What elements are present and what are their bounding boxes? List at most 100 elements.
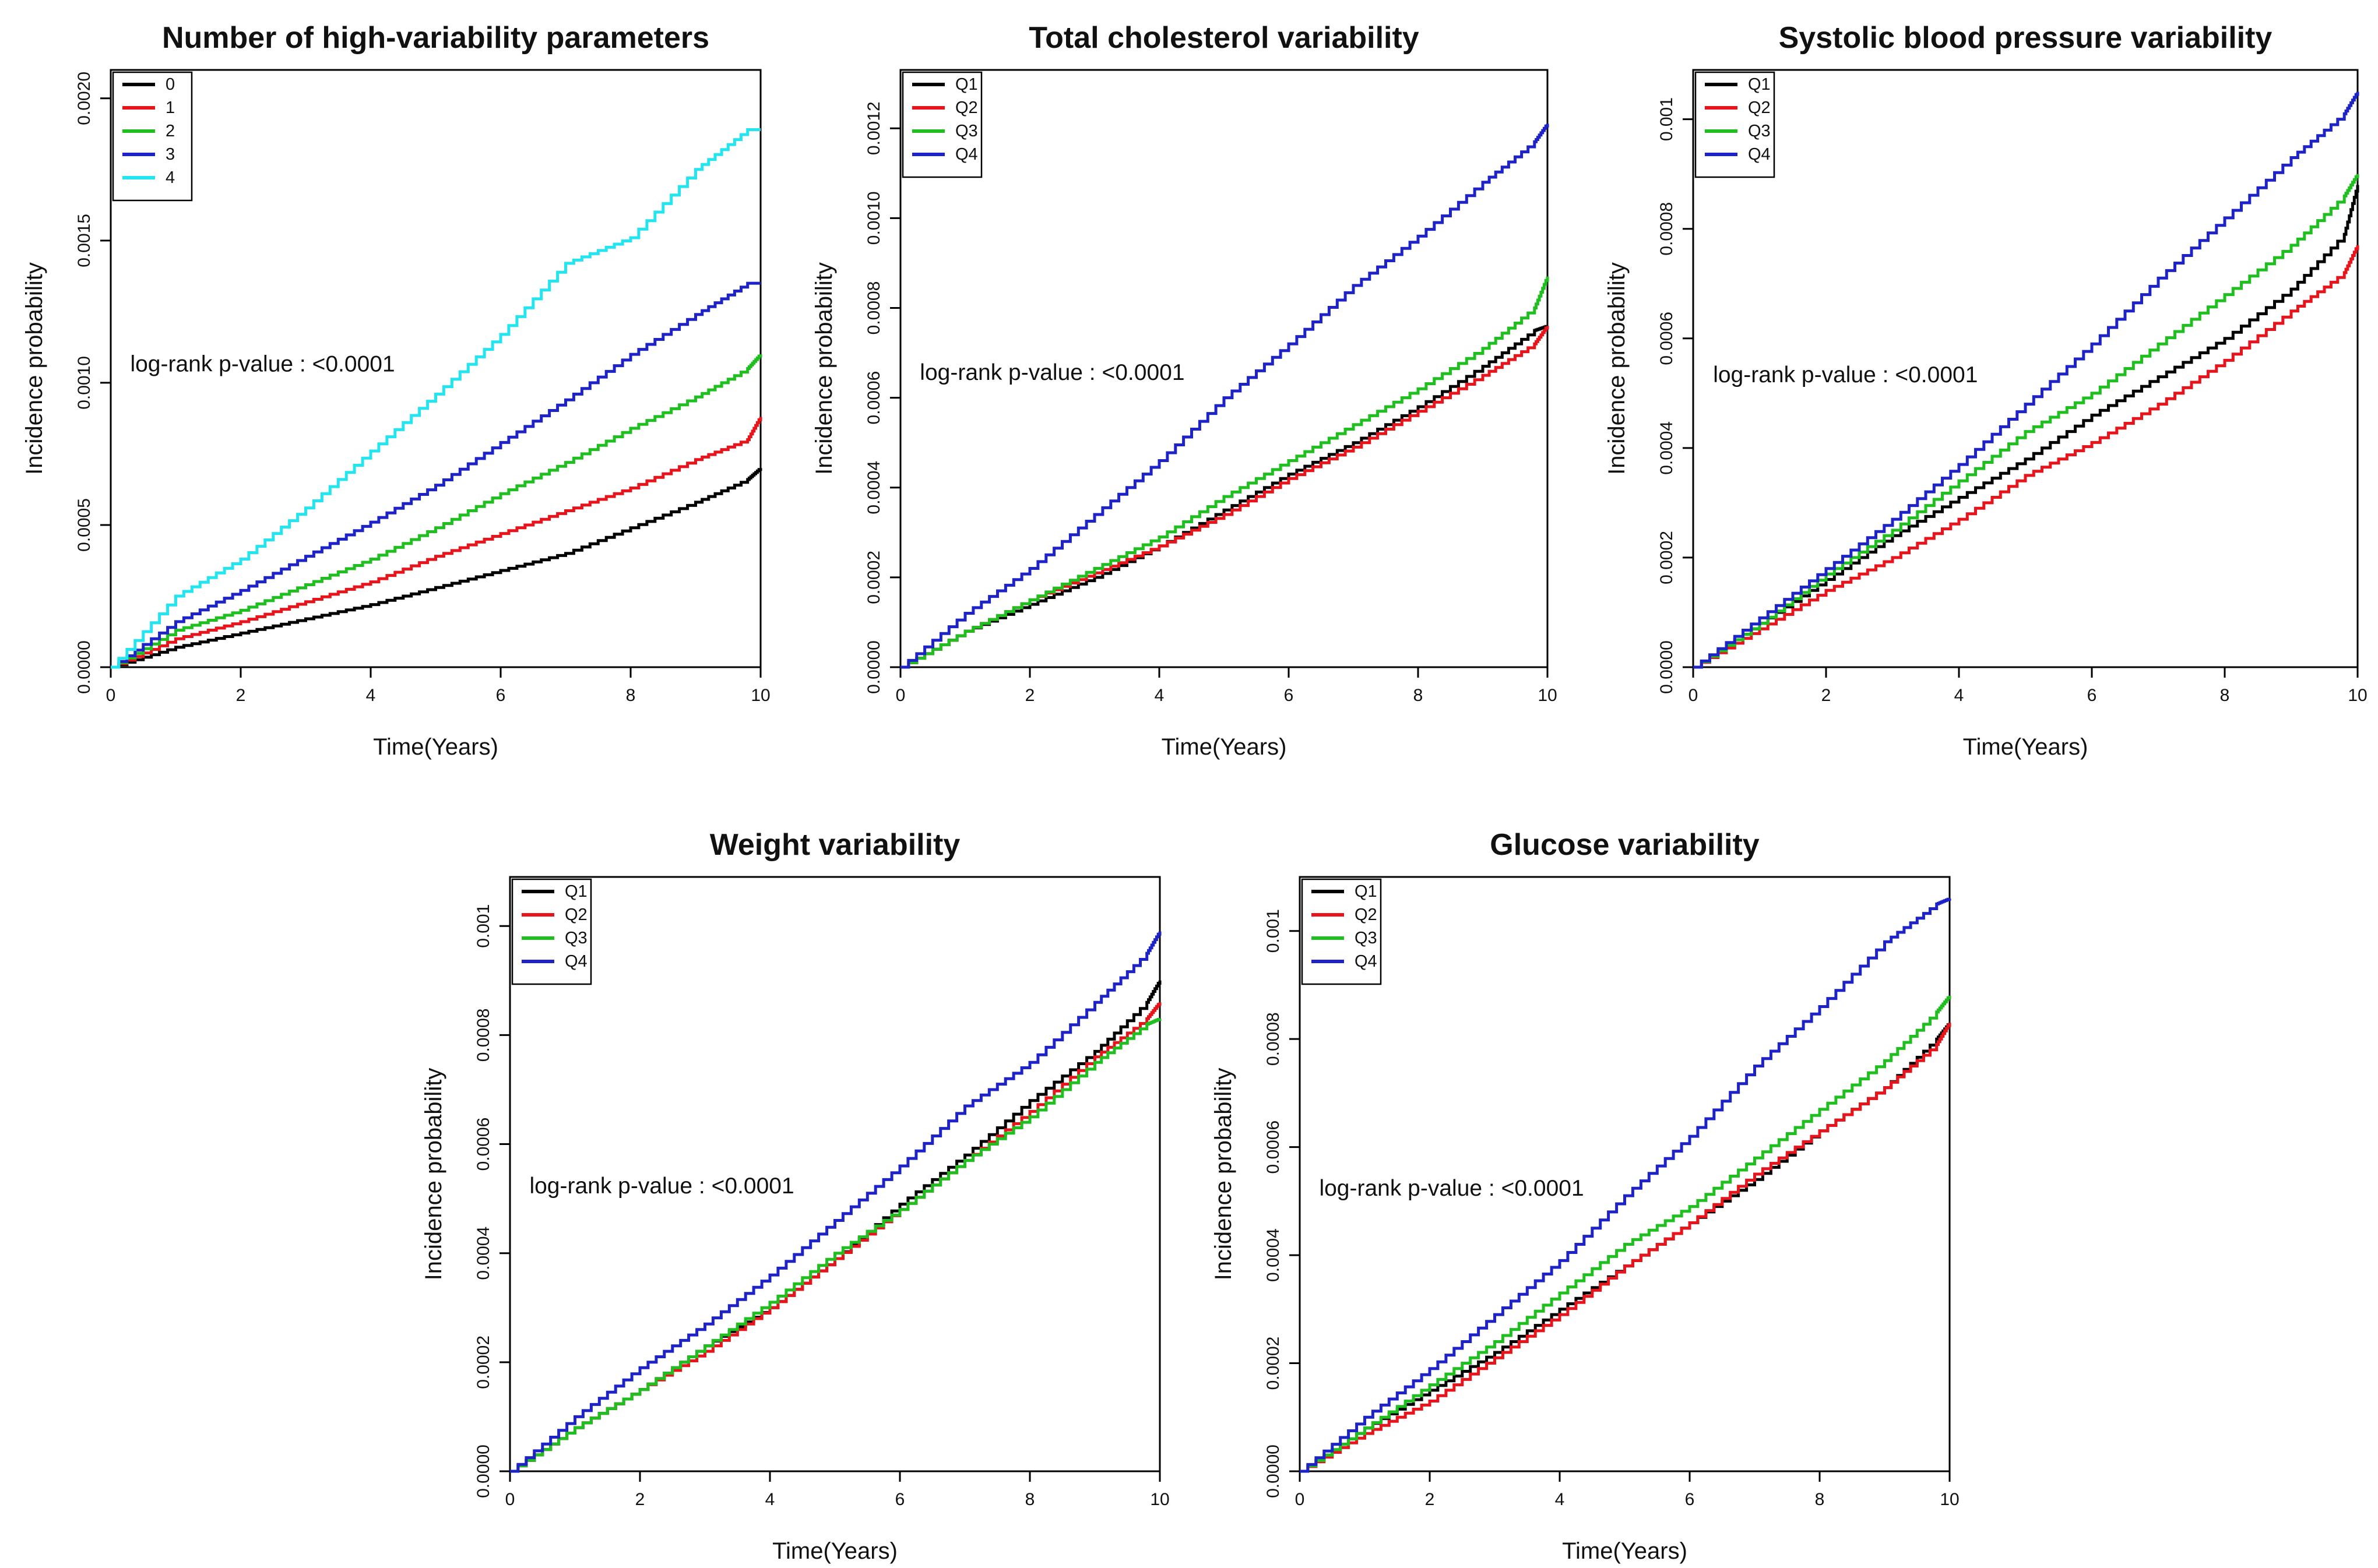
x-tick-label: 2 — [635, 1490, 645, 1509]
y-axis-label: Incidence probability — [1604, 262, 1630, 475]
chart-title: Systolic blood pressure variability — [1779, 21, 2273, 55]
panel-2: Total cholesterol variability 0 2 4 6 8 10 0.00… — [811, 21, 1557, 760]
y-tick-label: 0.0015 — [75, 214, 94, 267]
series-line-4 — [111, 128, 761, 669]
x-tick-label: 4 — [366, 686, 376, 705]
legend-label: Q1 — [1748, 75, 1771, 94]
legend-box — [1301, 878, 1382, 985]
logrank-annotation: log-rank p-value : <0.0001 — [130, 351, 395, 376]
x-tick-label: 2 — [236, 686, 246, 705]
legend-label: 3 — [166, 145, 175, 164]
y-tick-label: 0.0000 — [1264, 1444, 1283, 1498]
y-tick-label: 0.0006 — [1657, 312, 1676, 365]
legend-label: Q4 — [565, 952, 588, 971]
y-axis-label: Incidence probability — [22, 262, 47, 475]
x-axis-label: Time(Years) — [1162, 734, 1287, 760]
legend-label: Q1 — [565, 882, 588, 901]
logrank-annotation: log-rank p-value : <0.0001 — [1319, 1176, 1584, 1201]
series-line-0 — [111, 468, 762, 669]
logrank-annotation: log-rank p-value : <0.0001 — [529, 1174, 794, 1199]
series-line-Q4 — [1300, 897, 1951, 1473]
legend-label: Q3 — [565, 929, 588, 947]
legend-label: Q2 — [955, 98, 978, 117]
y-tick-label: 0.0004 — [1264, 1228, 1283, 1282]
y-tick-label: 0.0008 — [864, 281, 884, 335]
legend-label: Q3 — [955, 122, 978, 140]
x-tick-label: 6 — [895, 1490, 905, 1509]
legend-label: 2 — [166, 122, 175, 140]
y-axis-label: Incidence probability — [421, 1068, 446, 1281]
legend-box — [511, 878, 592, 985]
series-line-Q4 — [900, 124, 1549, 669]
x-tick-label: 0 — [1295, 1490, 1305, 1509]
x-axis-label: Time(Years) — [772, 1538, 898, 1564]
y-tick-label: 0.0010 — [75, 356, 94, 410]
legend-label: Q2 — [1748, 98, 1771, 117]
y-tick-label: 0.0008 — [474, 1008, 493, 1062]
x-tick-label: 8 — [1815, 1490, 1825, 1509]
legend-box — [902, 71, 983, 178]
series-line-Q3 — [1693, 174, 2359, 669]
plot-frame — [899, 69, 1549, 668]
x-tick-label: 8 — [1413, 686, 1423, 705]
y-tick-label: 0.0012 — [864, 101, 884, 155]
y-tick-label: 0.0002 — [1264, 1337, 1283, 1390]
plot-frame — [110, 69, 762, 668]
plot-frame — [509, 876, 1161, 1472]
series-line-Q4 — [510, 931, 1162, 1473]
logrank-annotation: log-rank p-value : <0.0001 — [920, 360, 1184, 385]
x-axis-label: Time(Years) — [1963, 734, 2088, 760]
y-tick-label: 0.0002 — [1657, 531, 1676, 584]
y-tick-label: 0.0010 — [864, 191, 884, 245]
x-tick-label: 4 — [1155, 686, 1165, 705]
legend-label: Q3 — [1748, 122, 1771, 140]
y-tick-label: 0.001 — [1657, 97, 1676, 141]
x-tick-label: 10 — [1538, 686, 1557, 705]
x-tick-label: 0 — [1688, 686, 1698, 705]
legend-label: Q1 — [1355, 882, 1377, 901]
legend: Q1 Q2 Q3 Q4 — [511, 878, 592, 985]
legend-label: 4 — [166, 168, 175, 187]
legend-label: Q3 — [1355, 929, 1377, 947]
legend-label: Q2 — [565, 905, 588, 924]
legend-label: Q1 — [955, 75, 978, 94]
x-axis-label: Time(Years) — [373, 734, 498, 760]
y-tick-label: 0.001 — [1264, 909, 1283, 953]
x-tick-label: 2 — [1025, 686, 1035, 705]
y-tick-label: 0.0008 — [1657, 202, 1676, 256]
y-tick-label: 0.0006 — [864, 371, 884, 425]
plot-frame — [1299, 876, 1951, 1472]
legend-label: Q4 — [1355, 952, 1377, 971]
series-line-Q3 — [510, 1018, 1162, 1473]
y-tick-label: 0.0008 — [1264, 1012, 1283, 1066]
x-tick-label: 0 — [106, 686, 116, 705]
y-tick-label: 0.0005 — [75, 498, 94, 552]
y-axis-label: Incidence probability — [811, 262, 837, 475]
legend: Q1 Q2 Q3 Q4 — [1694, 71, 1775, 178]
legend-box — [1694, 71, 1775, 178]
y-tick-label: 0.0000 — [1657, 640, 1676, 694]
x-tick-label: 8 — [1025, 1490, 1035, 1509]
chart-title: Total cholesterol variability — [1029, 21, 1419, 55]
x-tick-label: 10 — [751, 686, 770, 705]
series-line-Q2 — [1300, 1023, 1951, 1473]
y-tick-label: 0.0000 — [474, 1444, 493, 1498]
series-line-3 — [111, 281, 761, 669]
logrank-annotation: log-rank p-value : <0.0001 — [1713, 362, 1978, 387]
legend-box — [112, 71, 193, 202]
x-tick-label: 6 — [1284, 686, 1294, 705]
series-line-Q3 — [900, 276, 1549, 669]
series-line-Q2 — [510, 1002, 1162, 1473]
x-tick-label: 10 — [1150, 1490, 1169, 1509]
series-line-1 — [111, 417, 762, 669]
chart-title: Glucose variability — [1490, 828, 1759, 862]
y-tick-label: 0.0020 — [75, 72, 94, 125]
x-tick-label: 2 — [1425, 1490, 1435, 1509]
series-line-Q2 — [1693, 245, 2359, 669]
plot-frame — [1692, 69, 2359, 668]
panel-3: Systolic blood pressure variability 0 2 4 6 8… — [1604, 21, 2368, 760]
x-tick-label: 8 — [626, 686, 636, 705]
legend: Q1 Q2 Q3 Q4 — [1301, 878, 1382, 985]
x-tick-label: 4 — [765, 1490, 775, 1509]
